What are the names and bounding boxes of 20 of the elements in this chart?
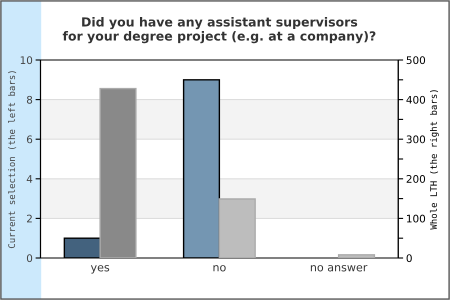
y-tick-label: 2 [26,214,32,222]
x-tick-label: no answer [310,265,368,272]
y2-tick-label: 0 [406,254,412,262]
y-tick-label: 0 [26,254,32,262]
y-tick-label: 10 [20,56,32,64]
y-tick-label: 8 [26,96,32,104]
y2-tick-label: 400 [406,96,426,104]
y2-axis-title: Whole LTH (the right bars) [430,90,439,230]
y-axis-title: Current selection (the left bars) [8,71,16,248]
y2-tick-label: 500 [406,56,426,64]
bar [338,254,376,258]
bar [99,88,137,258]
y2-tick-label: 200 [406,175,426,183]
y-tick-label: 6 [26,135,32,144]
x-tick-label: no [213,265,226,272]
y2-tick-label: 100 [407,214,426,223]
y2-tick-label: 300 [406,135,426,144]
y-tick-label: 4 [26,175,32,183]
chart-title: Did you have any assistant supervisors for your degree project (e.g. at a company)? [62,16,376,44]
x-tick-label: yes [90,265,110,274]
